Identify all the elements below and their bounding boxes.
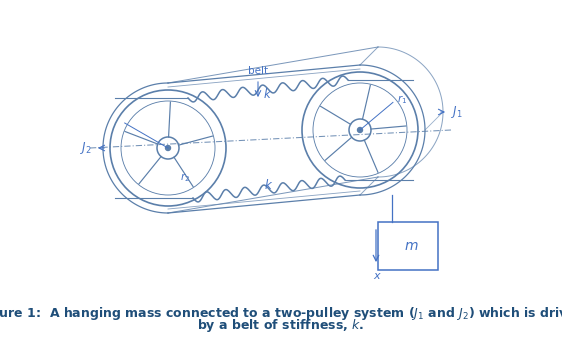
Bar [378, 222, 438, 270]
Text: $k$: $k$ [264, 178, 274, 192]
Text: $r_2$: $r_2$ [180, 172, 190, 184]
Text: $r_1$: $r_1$ [397, 93, 407, 106]
Text: $x$: $x$ [373, 271, 382, 281]
Text: $k$: $k$ [264, 87, 273, 101]
Circle shape [357, 127, 362, 133]
Text: by a belt of stiffness, $k$.: by a belt of stiffness, $k$. [197, 317, 365, 334]
Circle shape [165, 146, 170, 150]
Text: belt: belt [248, 66, 268, 76]
Text: $m$: $m$ [404, 239, 418, 253]
Text: Figure 1:  A hanging mass connected to a two-pulley system ($J_1$ and $J_2$) whi: Figure 1: A hanging mass connected to a … [0, 305, 562, 322]
Text: $J_2$: $J_2$ [80, 140, 92, 156]
Text: $J_1$: $J_1$ [451, 104, 463, 120]
